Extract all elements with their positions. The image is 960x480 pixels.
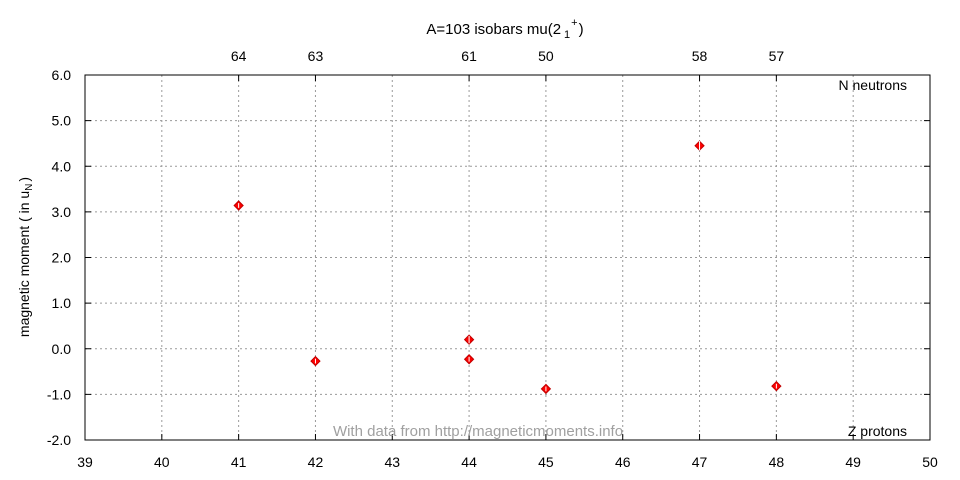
- y-tick-label: -2.0: [47, 432, 71, 448]
- chart-title-superscript: +: [571, 17, 577, 29]
- data-point: [540, 383, 552, 395]
- chart-title-end: ): [579, 21, 584, 38]
- x-axis-corner-label: Z protons: [848, 423, 907, 439]
- x-tick-label: 44: [461, 454, 477, 470]
- top-tick-label: 50: [538, 48, 554, 64]
- y-tick-label: 1.0: [52, 295, 72, 311]
- top-tick-label: 58: [692, 48, 708, 64]
- data-point: [463, 334, 475, 345]
- x-tick-label: 49: [845, 454, 861, 470]
- x-tick-label: 43: [384, 454, 400, 470]
- y-tick-label: 6.0: [52, 67, 72, 83]
- x-tick-label: 46: [615, 454, 631, 470]
- y-tick-label: 0.0: [52, 341, 72, 357]
- y-axis-title-subscript: N: [24, 184, 35, 191]
- y-tick-label: -1.0: [47, 386, 71, 402]
- data-point: [310, 355, 321, 367]
- y-tick-label: 2.0: [52, 250, 72, 266]
- y-axis-title: magnetic moment ( in uN): [16, 177, 35, 337]
- x-tick-label: 45: [538, 454, 554, 470]
- plot-frame: [84, 74, 931, 441]
- x-tick-label: 40: [154, 454, 170, 470]
- x-tick-label: 50: [922, 454, 938, 470]
- y-tick-label: 5.0: [52, 113, 72, 129]
- x-tick-label: 47: [692, 454, 708, 470]
- data-point: [233, 200, 244, 211]
- data-point: [771, 380, 782, 392]
- y-axis-tick-labels: -2.0 -1.0 0.0 1.0 2.0 3.0 4.0 5.0 6.0: [47, 67, 71, 448]
- grid-lines: [85, 75, 930, 440]
- x-tick-label: 42: [308, 454, 324, 470]
- data-points: [233, 140, 782, 395]
- chart-title: A=103 isobars mu(2 1+): [426, 17, 583, 41]
- top-tick-label: 57: [769, 48, 785, 64]
- data-point: [694, 140, 705, 151]
- y-tick-label: 4.0: [52, 158, 72, 174]
- x-tick-label: 41: [231, 454, 247, 470]
- data-point: [463, 354, 475, 365]
- top-tick-label: 64: [231, 48, 247, 64]
- y-tick-label: 3.0: [52, 204, 72, 220]
- x-tick-label: 48: [769, 454, 785, 470]
- top-tick-label: 61: [461, 48, 477, 64]
- x-axis-tick-labels: 39 40 41 42 43 44 45 46 47 48 49 50: [77, 454, 938, 470]
- watermark: With data from http://magneticmoments.in…: [333, 423, 623, 440]
- top-tick-label: 63: [308, 48, 324, 64]
- top-axis-tick-labels: 64 63 61 50 58 57: [231, 48, 785, 64]
- y-axis-title-end: ): [16, 177, 32, 182]
- chart-title-subscript: 1: [564, 29, 570, 41]
- x-tick-label: 39: [77, 454, 93, 470]
- x2-axis-corner-label: N neutrons: [839, 77, 907, 93]
